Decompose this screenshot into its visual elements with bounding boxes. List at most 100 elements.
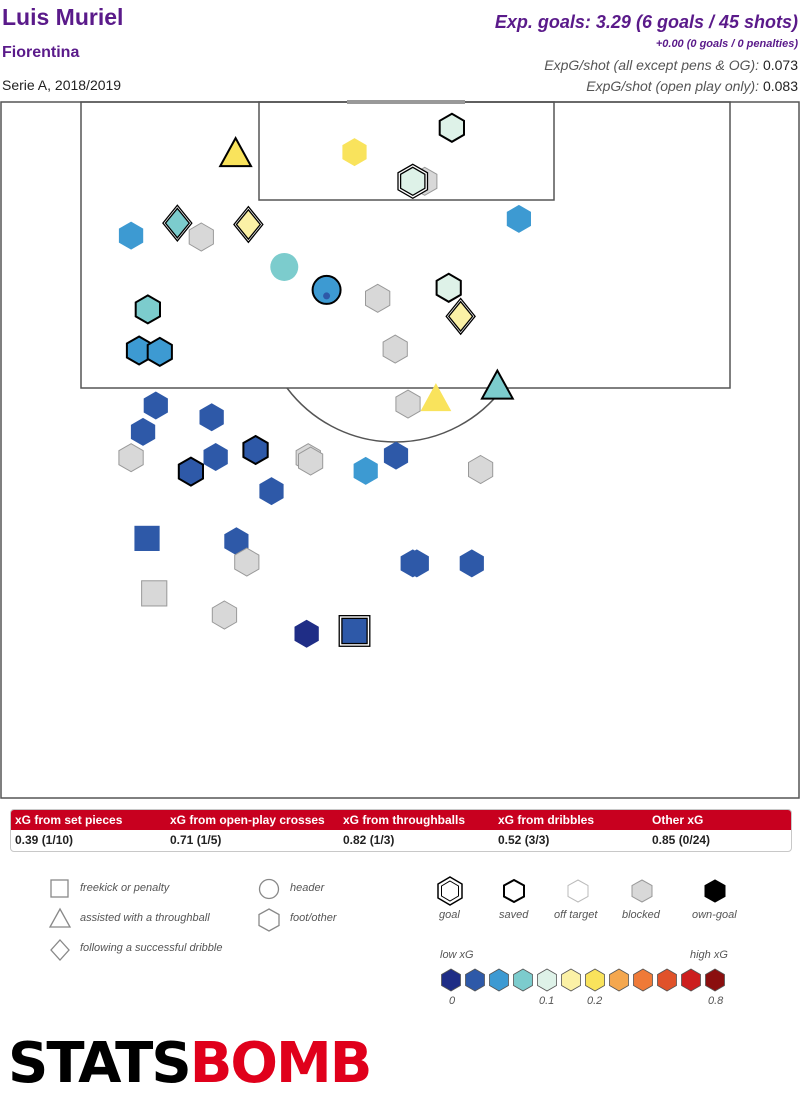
shot-32 (353, 456, 378, 485)
shot-marker (353, 456, 378, 485)
legend-blocked-label: blocked (622, 909, 660, 921)
shot-marker (199, 403, 224, 432)
shot-28 (118, 443, 144, 473)
shot-19 (382, 334, 408, 364)
shot-marker (203, 443, 228, 471)
scale-swatch-3 (489, 968, 509, 992)
shot-marker (506, 204, 531, 233)
penalty-line: +0.00 (0 goals / 0 penalties) (655, 38, 798, 50)
summary-label-other: Other xG (652, 813, 704, 827)
team-name: Fiorentina (2, 44, 80, 61)
summary-value-other: 0.85 (0/24) (652, 833, 711, 847)
shot-1 (218, 136, 253, 168)
scale-swatch-2 (465, 968, 485, 992)
scale-swatch-9 (633, 968, 653, 992)
shot-marker (468, 454, 494, 485)
shot-marker (311, 274, 342, 305)
scale-tick-0: 0 (449, 995, 456, 1007)
shot-31 (298, 446, 324, 476)
shot-marker (342, 138, 367, 167)
scale-tick-0-1: 0.1 (539, 995, 555, 1007)
shot-21 (420, 383, 452, 412)
shot-marker (435, 272, 462, 303)
shot-5 (397, 163, 429, 200)
player-name: Luis Muriel (2, 4, 124, 30)
season-label: Serie A, 2018/2019 (2, 77, 122, 93)
scale-swatch-4 (513, 968, 533, 992)
penalty-arc (286, 387, 504, 443)
shot-44 (294, 619, 319, 648)
shot-marker (130, 417, 156, 446)
xg-summary-bar: xG from set pieces 0.39 (1/10) xG from o… (10, 809, 792, 852)
xg-summary-header (11, 810, 791, 830)
shot-42 (141, 580, 168, 607)
shot-marker (382, 334, 408, 364)
summary-label-throughballs: xG from throughballs (343, 813, 466, 827)
scale-high-label: high xG (690, 949, 728, 961)
scale-swatch-7 (585, 968, 605, 992)
summary-value-throughballs: 0.82 (1/3) (343, 833, 395, 847)
shot-marker (134, 294, 161, 325)
shot-2 (342, 138, 367, 167)
shot-6 (506, 204, 531, 233)
shot-marker (270, 252, 299, 281)
shot-26 (242, 434, 269, 466)
legend-freekick-label: freekick or penalty (80, 882, 170, 894)
square-icon (50, 879, 69, 898)
shot-36 (134, 525, 160, 551)
shot-13 (365, 283, 391, 313)
scale-swatch-6 (561, 968, 581, 992)
shot-7 (118, 221, 144, 250)
shot-marker (134, 525, 160, 551)
shot-25 (130, 417, 156, 446)
blocked-icon (631, 879, 653, 903)
shot-marker (447, 300, 474, 333)
shot-29 (177, 456, 204, 487)
xg-per-shot-open-play-value: 0.083 (762, 78, 798, 94)
shot-34 (468, 454, 494, 485)
shot-3 (438, 112, 465, 143)
shot-35 (259, 477, 284, 506)
summary-label-set-pieces: xG from set pieces (15, 813, 123, 827)
saved-icon (503, 878, 525, 904)
shot-marker (395, 389, 421, 419)
summary-value-dribbles: 0.52 (3/3) (498, 833, 550, 847)
xg-per-shot-open-play-label: ExpG/shot (open play only): (586, 78, 760, 94)
logo-bomb: BOMB (189, 1031, 373, 1096)
shot-18 (146, 336, 173, 368)
shot-marker (146, 336, 173, 368)
shot-marker (459, 549, 484, 578)
shot-marker (118, 221, 144, 250)
shot-marker (420, 383, 452, 412)
shot-43 (211, 600, 238, 630)
shot-marker (294, 619, 319, 648)
logo-stats: STATS (8, 1031, 192, 1096)
shot-marker (224, 527, 249, 556)
legend-graphics (48, 876, 726, 992)
shot-marker (399, 166, 426, 197)
shot-marker (365, 283, 391, 313)
shot-20 (480, 368, 515, 400)
shot-8 (162, 204, 193, 242)
shot-marker (341, 617, 368, 645)
legend-foot-label: foot/other (290, 912, 337, 924)
scale-tick-0-2: 0.2 (587, 995, 603, 1007)
own-goal-icon (704, 879, 726, 903)
shot-marker (164, 207, 191, 239)
shot-marker (218, 136, 253, 168)
shot-40 (404, 549, 429, 578)
shot-marker (143, 391, 168, 420)
scale-swatch-8 (609, 968, 629, 992)
scale-swatch-10 (657, 968, 677, 992)
shot-45 (338, 615, 371, 647)
legend-dribble-label: following a successful dribble (80, 942, 223, 954)
diamond-icon (50, 939, 70, 961)
scale-low-label: low xG (440, 949, 474, 961)
xg-headline: Exp. goals: 3.29 (6 goals / 45 shots) (494, 12, 798, 32)
shot-marker (480, 368, 515, 400)
shot-24 (199, 403, 224, 432)
shot-marker (298, 446, 324, 476)
shot-37 (224, 527, 249, 556)
shot-38 (234, 547, 260, 577)
shot-marker (141, 580, 168, 607)
